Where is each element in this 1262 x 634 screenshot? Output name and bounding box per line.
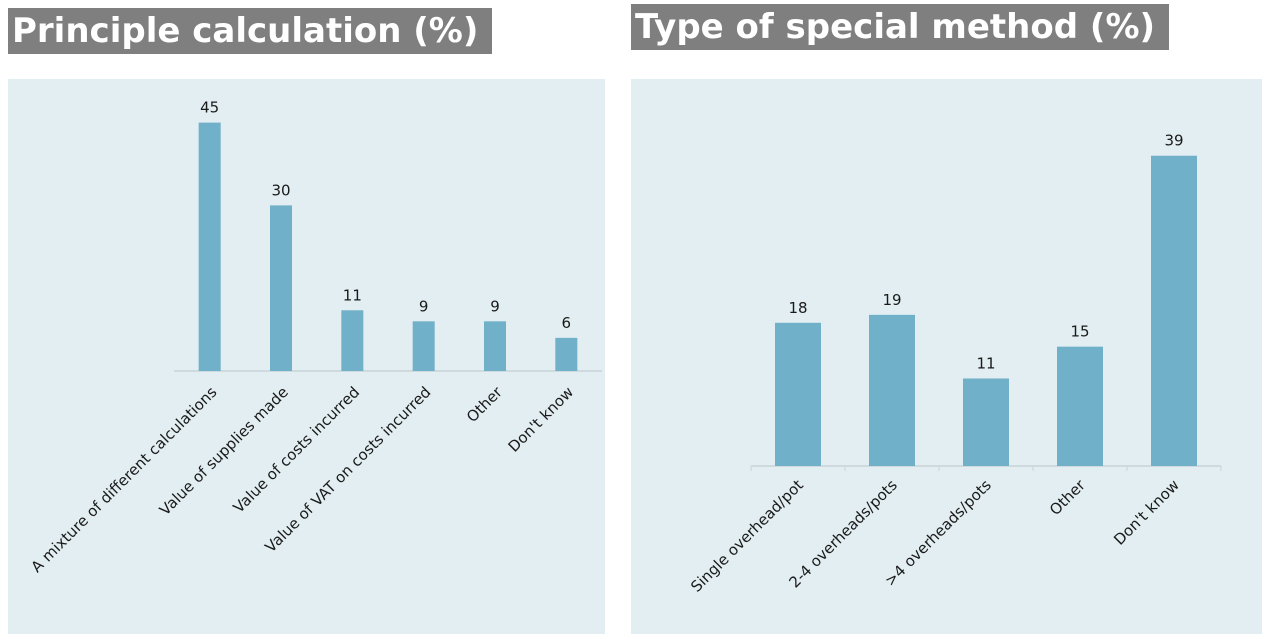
data-label-value-of-costs-incurred: 11 [343,286,362,304]
chart-principle-calculation: 45 A mixture of different calculations 30 V… [8,79,605,634]
bar-value-of-supplies-made [270,205,292,371]
bar-other [1057,346,1103,466]
bar-4-overheads-pots [963,378,1009,466]
data-label-other: 9 [490,297,500,315]
plot-background [8,79,605,634]
data-label-4-overheads-pots: 11 [976,354,995,372]
bar-single-overhead-pot [775,322,821,466]
chart-1-svg: 45A mixture of different calculations30V… [8,79,605,634]
data-label-a-mixture-of-different-calculations: 45 [200,99,219,117]
bar-value-of-vat-on-costs-incurred [412,321,435,371]
data-label-other: 15 [1070,323,1089,341]
data-label-single-overhead-pot: 18 [788,299,807,317]
data-label-value-of-vat-on-costs-incurred: 9 [419,297,429,315]
bar-don-t-know [555,337,578,371]
bar-don-t-know [1151,155,1197,466]
chart-title-principle-calculation: Principle calculation (%) [8,8,493,54]
data-label-value-of-supplies-made: 30 [271,181,290,199]
bar-other [484,321,506,371]
bar-2-4-overheads-pots [869,314,915,466]
chart-title-special-method: Type of special method (%) [631,4,1170,50]
data-label-don-t-know: 6 [562,314,572,332]
data-label-2-4-overheads-pots: 19 [882,291,901,309]
bar-a-mixture-of-different-calculations [198,122,221,371]
chart-special-method: 18 Single overhead/pot 19 2-4 overheads/pot… [631,79,1262,634]
bar-value-of-costs-incurred [341,310,364,371]
data-label-don-t-know: 39 [1164,132,1183,150]
